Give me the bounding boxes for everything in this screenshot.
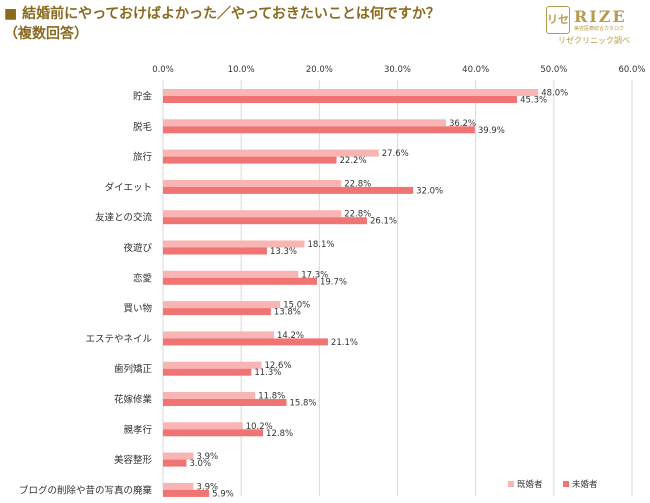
data-label: 12.6% bbox=[264, 361, 291, 371]
bar-married bbox=[163, 240, 305, 248]
data-label: 3.0% bbox=[189, 459, 211, 469]
bar-unmarried bbox=[163, 429, 264, 437]
bar-married bbox=[163, 482, 194, 490]
legend-label: 既婚者 bbox=[517, 479, 543, 490]
bar-married bbox=[163, 210, 342, 218]
bar-married bbox=[163, 392, 256, 399]
category-label: ブログの削除や昔の写真の廃棄 bbox=[19, 484, 153, 496]
x-tick-label: 60.0% bbox=[618, 65, 645, 75]
source-note: リゼクリニック調べ bbox=[558, 36, 630, 45]
bar-married bbox=[163, 422, 243, 430]
data-label: 21.1% bbox=[331, 338, 358, 348]
data-label: 10.2% bbox=[246, 422, 273, 432]
legend-swatch bbox=[508, 481, 514, 487]
x-tick-label: 50.0% bbox=[540, 65, 567, 75]
data-label: 18.1% bbox=[307, 240, 334, 250]
category-label: 貯金 bbox=[133, 91, 153, 103]
x-tick-label: 0.0% bbox=[152, 65, 174, 75]
x-tick-label: 40.0% bbox=[462, 65, 489, 75]
bar-unmarried bbox=[163, 186, 414, 194]
logo-mark: リセ bbox=[546, 6, 570, 34]
data-label: 17.3% bbox=[301, 270, 328, 280]
category-label: 歯列矯正 bbox=[114, 363, 153, 375]
data-label: 19.7% bbox=[320, 277, 347, 287]
bar-unmarried bbox=[163, 368, 252, 376]
data-label: 27.6% bbox=[382, 149, 409, 159]
bar-married bbox=[163, 119, 446, 127]
x-tick-label: 10.0% bbox=[228, 65, 255, 75]
bar-unmarried bbox=[163, 247, 267, 255]
chart-title: ■ 結婚前にやっておけばよかった／やっておきたいことは何ですか？ （複数回答） bbox=[4, 4, 544, 44]
data-label: 48.0% bbox=[541, 89, 568, 99]
bar-married bbox=[163, 331, 274, 339]
category-label: 花嫁修業 bbox=[114, 394, 153, 406]
data-label: 12.8% bbox=[266, 429, 293, 439]
data-label: 13.8% bbox=[274, 308, 301, 318]
category-label: ダイエット bbox=[105, 181, 152, 193]
bar-married bbox=[163, 149, 379, 157]
bar-married bbox=[163, 301, 281, 309]
bar-unmarried bbox=[163, 399, 287, 406]
bar-unmarried bbox=[163, 277, 317, 285]
data-label: 15.0% bbox=[283, 301, 310, 311]
logo-wordmark: RIZE bbox=[574, 7, 627, 26]
data-label: 3.9% bbox=[196, 482, 218, 492]
category-label: 旅行 bbox=[133, 151, 153, 163]
x-tick-label: 30.0% bbox=[384, 65, 411, 75]
bar-unmarried bbox=[163, 126, 475, 134]
category-label: 美容整形 bbox=[114, 454, 153, 466]
data-label: 22.2% bbox=[340, 156, 367, 166]
category-label: 買い物 bbox=[123, 303, 152, 315]
bar-unmarried bbox=[163, 217, 368, 225]
bar-married bbox=[163, 452, 194, 460]
bar-unmarried bbox=[163, 338, 328, 346]
bar-unmarried bbox=[163, 308, 271, 316]
bar-married bbox=[163, 89, 539, 96]
category-label: 夜遊び bbox=[123, 242, 152, 254]
bar-married bbox=[163, 361, 262, 369]
data-label: 39.9% bbox=[478, 126, 505, 136]
data-label: 45.3% bbox=[520, 96, 547, 106]
data-label: 22.8% bbox=[344, 179, 371, 189]
bar-married bbox=[163, 270, 299, 278]
category-label: 親孝行 bbox=[123, 424, 152, 436]
data-label: 14.2% bbox=[277, 331, 304, 341]
data-label: 32.0% bbox=[416, 186, 443, 196]
title-line-2: （複数回答） bbox=[4, 26, 88, 42]
rize-logo: リセ RIZE 美容医療総合カタログ リゼクリニック調べ bbox=[546, 6, 636, 46]
bar-married bbox=[163, 179, 342, 187]
data-label: 11.8% bbox=[258, 392, 285, 402]
bar-unmarried bbox=[163, 96, 518, 103]
category-label: 恋愛 bbox=[133, 272, 153, 284]
x-tick-label: 20.0% bbox=[306, 65, 333, 75]
legend-label: 未婚者 bbox=[572, 479, 598, 490]
data-label: 22.8% bbox=[344, 210, 371, 220]
data-label: 11.3% bbox=[254, 368, 281, 378]
data-label: 36.2% bbox=[449, 119, 476, 129]
legend-swatch bbox=[563, 481, 569, 487]
data-label: 13.3% bbox=[270, 247, 297, 257]
bar-unmarried bbox=[163, 489, 210, 497]
category-label: 脱毛 bbox=[133, 121, 153, 133]
data-label: 3.9% bbox=[196, 452, 218, 462]
bar-unmarried bbox=[163, 156, 337, 164]
data-label: 15.8% bbox=[290, 399, 317, 409]
data-label: 26.1% bbox=[370, 217, 397, 227]
data-label: 5.9% bbox=[212, 489, 234, 499]
category-label: エステやネイル bbox=[85, 334, 152, 345]
bar-unmarried bbox=[163, 459, 187, 467]
title-line-1: ■ 結婚前にやっておけばよかった／やっておきたいことは何ですか？ bbox=[4, 6, 440, 22]
logo-tagline: 美容医療総合カタログ bbox=[574, 26, 625, 32]
category-label: 友達との交流 bbox=[95, 212, 152, 224]
